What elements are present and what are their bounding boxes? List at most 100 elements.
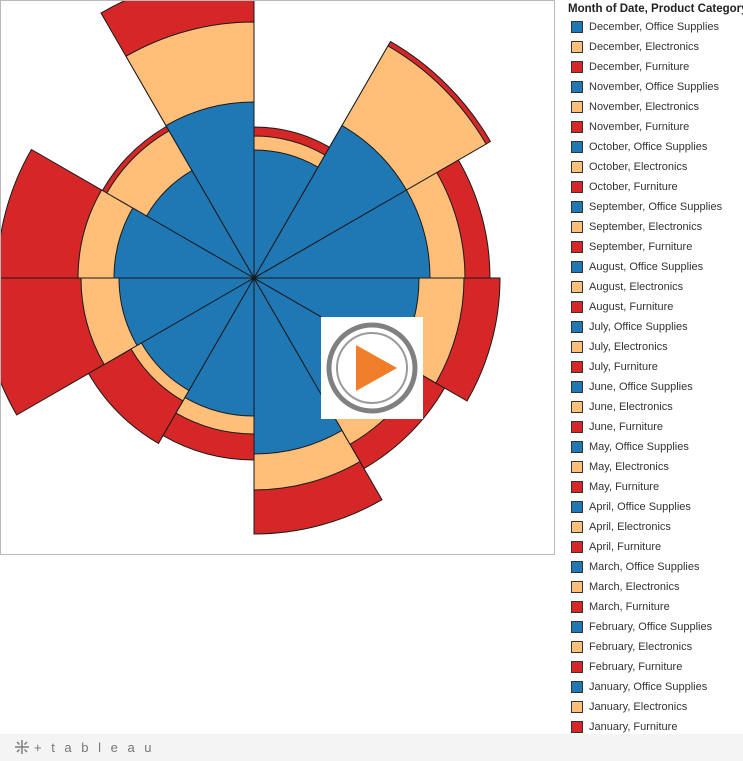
wedge-september-office-supplies[interactable] <box>252 124 408 280</box>
legend-item[interactable]: October, Office Supplies <box>562 137 743 157</box>
legend-item[interactable]: April, Furniture <box>562 537 743 557</box>
legend-item[interactable]: January, Furniture <box>562 717 743 737</box>
legend-item[interactable]: October, Electronics <box>562 157 743 177</box>
legend-swatch <box>571 661 583 673</box>
center-spoke <box>253 272 258 279</box>
legend-swatch <box>571 81 583 93</box>
legend-swatch <box>571 481 583 493</box>
legend-item[interactable]: July, Furniture <box>562 357 743 377</box>
center-spoke <box>250 272 255 279</box>
legend-item[interactable]: February, Electronics <box>562 637 743 657</box>
legend-item[interactable]: July, Electronics <box>562 337 743 357</box>
legend-item[interactable]: August, Electronics <box>562 277 743 297</box>
legend-label: February, Office Supplies <box>589 621 713 633</box>
legend-swatch <box>571 121 583 133</box>
polar-chart <box>1 1 501 535</box>
wedge-may-office-supplies[interactable] <box>253 276 343 455</box>
legend-item[interactable]: February, Office Supplies <box>562 617 743 637</box>
legend-item[interactable]: July, Office Supplies <box>562 317 743 337</box>
legend-item[interactable]: March, Furniture <box>562 597 743 617</box>
legend-item[interactable]: January, Electronics <box>562 697 743 717</box>
wedge-february-office-supplies[interactable] <box>118 277 256 347</box>
tableau-wordmark: + t a b l e a u <box>34 739 155 755</box>
legend-label: April, Electronics <box>589 521 671 533</box>
legend-item[interactable]: December, Electronics <box>562 37 743 57</box>
legend-label: August, Office Supplies <box>589 261 704 273</box>
center-spoke <box>253 277 260 282</box>
legend-swatch <box>571 161 583 173</box>
wedge-august-office-supplies[interactable] <box>252 189 431 279</box>
legend-item[interactable]: June, Electronics <box>562 397 743 417</box>
legend-item[interactable]: September, Electronics <box>562 217 743 237</box>
legend-label: April, Furniture <box>589 541 662 553</box>
legend-items: December, Office Supplies December, Elect… <box>562 17 743 737</box>
tableau-cross-icon <box>15 740 29 754</box>
legend-swatch <box>571 721 583 733</box>
legend-label: March, Electronics <box>589 581 680 593</box>
legend-swatch <box>571 141 583 153</box>
legend-label: January, Electronics <box>589 701 688 713</box>
legend-label: June, Office Supplies <box>589 381 693 393</box>
legend-swatch <box>571 101 583 113</box>
legend-swatch <box>571 241 583 253</box>
legend-label: November, Office Supplies <box>589 81 720 93</box>
legend-label: March, Furniture <box>589 601 670 613</box>
legend-swatch <box>571 641 583 653</box>
legend-swatch <box>571 561 583 573</box>
legend-item[interactable]: November, Office Supplies <box>562 77 743 97</box>
legend-item[interactable]: November, Electronics <box>562 97 743 117</box>
legend-item[interactable]: April, Office Supplies <box>562 497 743 517</box>
legend-item[interactable]: February, Furniture <box>562 657 743 677</box>
legend-item[interactable]: August, Office Supplies <box>562 257 743 277</box>
tableau-logo[interactable]: + t a b l e a u <box>14 739 155 755</box>
legend-label: January, Furniture <box>589 721 678 733</box>
legend-label: September, Electronics <box>589 221 703 233</box>
legend-item[interactable]: December, Office Supplies <box>562 17 743 37</box>
legend: Month of Date, Product Category December… <box>562 0 743 734</box>
legend-item[interactable]: January, Office Supplies <box>562 677 743 697</box>
legend-label: March, Office Supplies <box>589 561 700 573</box>
legend-item[interactable]: October, Furniture <box>562 177 743 197</box>
play-icon <box>326 322 418 414</box>
legend-item[interactable]: May, Office Supplies <box>562 437 743 457</box>
legend-label: February, Furniture <box>589 661 683 673</box>
wedge-november-office-supplies[interactable] <box>165 101 255 280</box>
wedge-december-office-supplies[interactable] <box>145 169 256 280</box>
legend-item[interactable]: March, Office Supplies <box>562 557 743 577</box>
legend-swatch <box>571 361 583 373</box>
legend-item[interactable]: March, Electronics <box>562 577 743 597</box>
legend-swatch <box>571 181 583 193</box>
legend-swatch <box>571 461 583 473</box>
legend-label: October, Office Supplies <box>589 141 708 153</box>
legend-label: June, Furniture <box>589 421 663 433</box>
legend-item[interactable]: November, Furniture <box>562 117 743 137</box>
legend-label: December, Electronics <box>589 41 700 53</box>
legend-label: October, Electronics <box>589 161 688 173</box>
play-button[interactable] <box>321 317 423 419</box>
legend-item[interactable]: June, Office Supplies <box>562 377 743 397</box>
legend-item[interactable]: August, Furniture <box>562 297 743 317</box>
wedge-january-office-supplies[interactable] <box>113 207 256 279</box>
legend-label: December, Office Supplies <box>589 21 720 33</box>
legend-swatch <box>571 501 583 513</box>
legend-swatch <box>571 201 583 213</box>
legend-label: February, Electronics <box>589 641 693 653</box>
legend-item[interactable]: April, Electronics <box>562 517 743 537</box>
legend-swatch <box>571 541 583 553</box>
legend-label: September, Office Supplies <box>589 201 723 213</box>
legend-label: August, Electronics <box>589 281 684 293</box>
legend-item[interactable]: May, Furniture <box>562 477 743 497</box>
legend-swatch <box>571 681 583 693</box>
legend-swatch <box>571 341 583 353</box>
legend-swatch <box>571 281 583 293</box>
legend-label: May, Furniture <box>589 481 660 493</box>
legend-item[interactable]: December, Furniture <box>562 57 743 77</box>
legend-item[interactable]: June, Furniture <box>562 417 743 437</box>
legend-item[interactable]: September, Furniture <box>562 237 743 257</box>
legend-swatch <box>571 601 583 613</box>
legend-swatch <box>571 701 583 713</box>
legend-label: June, Electronics <box>589 401 673 413</box>
legend-item[interactable]: September, Office Supplies <box>562 197 743 217</box>
legend-item[interactable]: May, Electronics <box>562 457 743 477</box>
play-triangle <box>356 345 397 391</box>
